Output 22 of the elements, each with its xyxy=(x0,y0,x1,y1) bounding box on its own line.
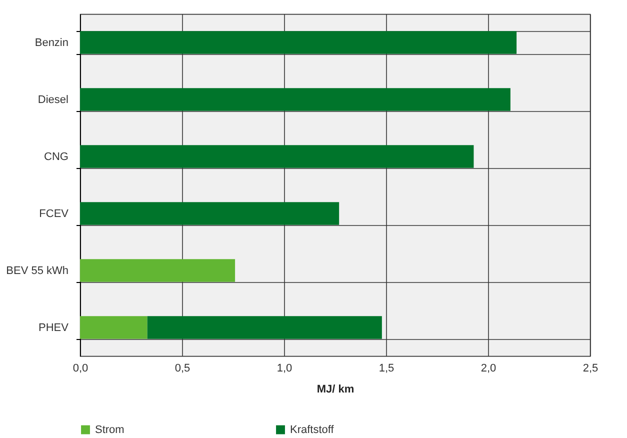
x-tick-label: 1,5 xyxy=(378,362,394,374)
x-tick-label: 2,0 xyxy=(480,362,496,374)
bar xyxy=(80,202,340,225)
bar xyxy=(80,316,148,339)
x-tick-label: 0,0 xyxy=(72,362,88,374)
y-tick-label: Diesel xyxy=(38,94,68,106)
bar xyxy=(147,316,382,339)
bar xyxy=(80,259,236,282)
y-tick-label: BEV 55 kWh xyxy=(6,265,68,277)
bar xyxy=(80,31,517,54)
y-tick-label: PHEV xyxy=(38,322,70,334)
legend-label: Kraftstoff xyxy=(290,424,335,436)
y-tick-label: Benzin xyxy=(34,37,68,49)
legend-label: Strom xyxy=(95,424,124,436)
bar xyxy=(80,88,510,111)
x-tick-label: 1,0 xyxy=(276,362,292,374)
x-tick-label: 0,5 xyxy=(174,362,190,374)
bar xyxy=(80,145,474,168)
x-axis-title: MJ/ km xyxy=(316,384,354,396)
y-tick-label: FCEV xyxy=(39,208,70,220)
y-tick-label: CNG xyxy=(44,151,68,163)
x-tick-label: 2,5 xyxy=(582,362,598,374)
